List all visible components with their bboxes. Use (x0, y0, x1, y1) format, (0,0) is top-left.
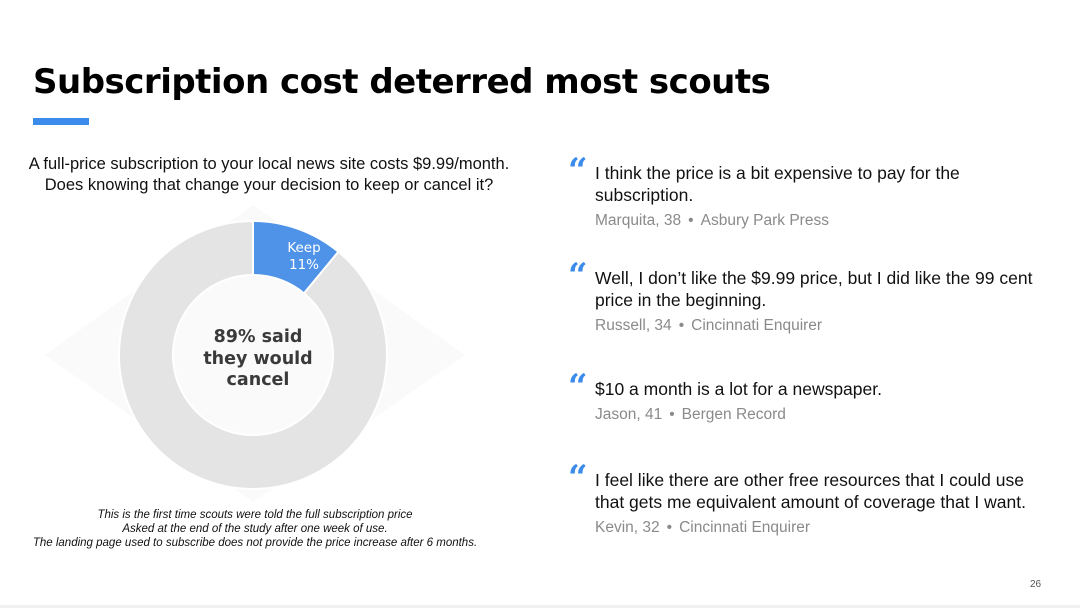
quote-author: Kevin, 32 (595, 519, 660, 536)
keep-label: Keep (287, 240, 320, 256)
keep-value-label: 11% (289, 257, 319, 273)
donut-slice-cancel (118, 219, 388, 490)
quote-text: I think the price is a bit expensive to … (595, 163, 960, 205)
quote-mark-icon: “ (568, 367, 588, 407)
separator-dot: • (678, 317, 685, 334)
quote-source: Asbury Park Press (700, 212, 829, 229)
footnote: Asked at the end of the study after one … (122, 523, 388, 535)
quote-block: “ $10 a month is a lot for a newspaper. … (568, 370, 1048, 424)
donut-chart: Keep 11% 89% said they would cancel (45, 205, 465, 502)
footer-bar (0, 605, 1080, 608)
quote-attribution: Russell, 34 • Cincinnati Enquirer (595, 317, 1048, 335)
quote-source: Cincinnati Enquirer (691, 317, 823, 334)
question-line: Does knowing that change your decision t… (44, 176, 494, 194)
title-accent-bar (33, 118, 89, 125)
quote-source: Cincinnati Enquirer (679, 519, 811, 536)
survey-question: A full-price subscription to your local … (10, 154, 528, 196)
quote-text: $10 a month is a lot for a newspaper. (595, 379, 882, 399)
quote-source: Bergen Record (681, 406, 786, 423)
quote-block: “ Well, I don’t like the $9.99 price, bu… (568, 259, 1048, 335)
quote-mark-icon: “ (568, 256, 588, 296)
footnote: The landing page used to subscribe does … (32, 537, 478, 549)
quote-text: I feel like there are other free resourc… (595, 470, 1026, 512)
separator-dot: • (688, 212, 694, 229)
center-label-line: cancel (227, 370, 290, 390)
quote-author: Jason, 41 (595, 406, 663, 423)
footnotes: This is the first time scouts were told … (10, 508, 500, 550)
quote-author: Russell, 34 (595, 317, 672, 334)
quote-text: Well, I don’t like the $9.99 price, but … (595, 268, 1033, 310)
quote-mark-icon: “ (568, 458, 588, 498)
separator-dot: • (669, 406, 675, 423)
quote-attribution: Marquita, 38 • Asbury Park Press (595, 212, 1048, 230)
separator-dot: • (666, 519, 673, 536)
slide-title: Subscription cost deterred most scouts (33, 62, 771, 102)
footnote: This is the first time scouts were told … (97, 509, 413, 521)
quote-attribution: Kevin, 32 • Cincinnati Enquirer (595, 519, 1048, 537)
question-line: A full-price subscription to your local … (28, 155, 510, 173)
center-label-line: 89% said (214, 327, 303, 347)
quote-mark-icon: “ (568, 151, 588, 191)
quote-author: Marquita, 38 (595, 212, 682, 229)
page-number: 26 (1030, 579, 1042, 590)
center-label-line: they would (203, 349, 312, 369)
quote-attribution: Jason, 41 • Bergen Record (595, 406, 1048, 424)
quote-block: “ I think the price is a bit expensive t… (568, 154, 1048, 230)
quote-block: “ I feel like there are other free resou… (568, 461, 1048, 537)
